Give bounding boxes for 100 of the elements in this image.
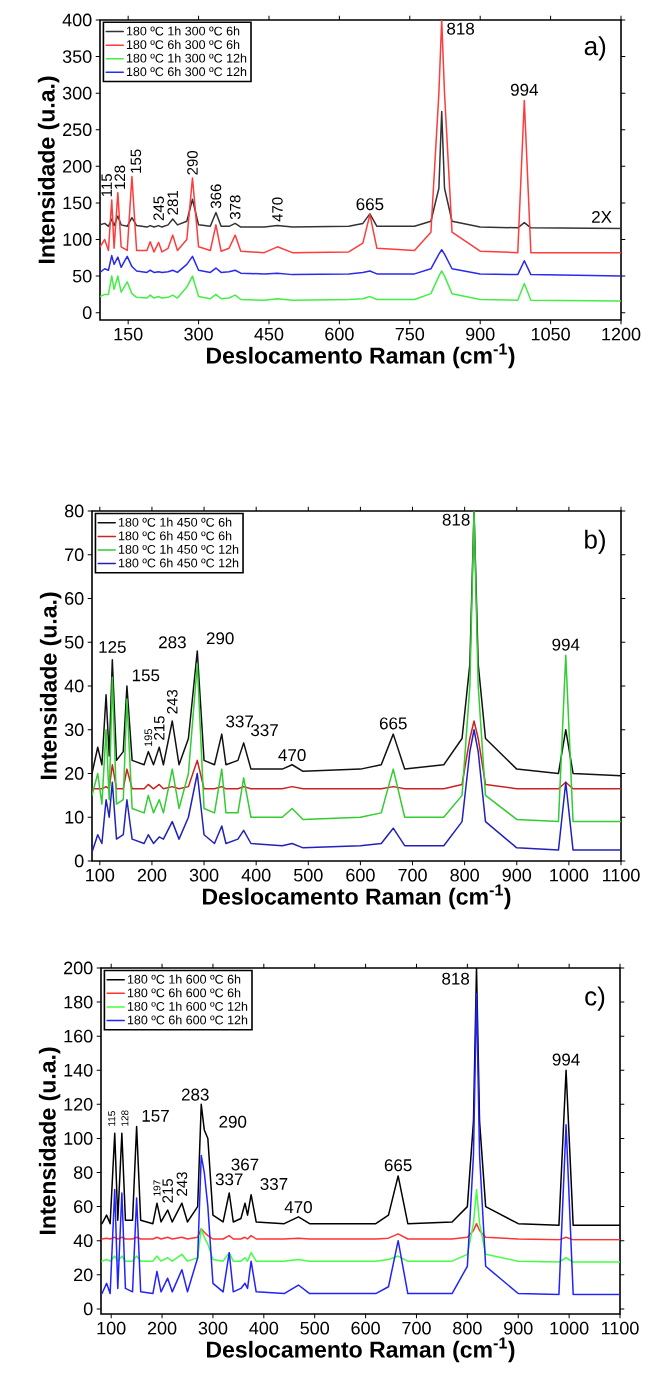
annotation: 283: [181, 1088, 209, 1101]
y-tick-label: 0: [82, 306, 92, 320]
x-axis-title: Deslocamento Raman (cm$^{-1}$): [203, 884, 511, 910]
x-tick-label: 600: [346, 868, 375, 882]
annotation: 470: [272, 197, 283, 222]
annotation: 994: [510, 83, 538, 96]
x-tick-label: 1000: [550, 1321, 589, 1335]
y-tick-label: 30: [64, 723, 84, 737]
x-tick-label: 900: [504, 1321, 533, 1335]
x-tick-label: 600: [351, 1321, 380, 1335]
annotation: 157: [142, 1109, 169, 1122]
y-tick-label: 80: [73, 1166, 93, 1179]
annotation: c): [585, 986, 605, 1011]
x-tick-label: 1000: [550, 868, 589, 882]
y-tick-label: 350: [62, 50, 92, 63]
annotation: 665: [384, 1159, 412, 1172]
annotation: 470: [284, 1201, 312, 1214]
x-tick-label: 1200: [602, 327, 641, 341]
annotation: 818: [442, 513, 470, 526]
y-tick-label: 60: [65, 592, 84, 605]
line-series: [100, 249, 621, 277]
legend-label: 180 ºC 1h 300 ºC 6h: [126, 26, 240, 36]
y-tick-label: 0: [83, 1302, 93, 1316]
x-tick-label: 200: [147, 1321, 177, 1335]
line-series: [100, 270, 621, 302]
y-axis-title: Intensidade (u.a.): [38, 1047, 61, 1235]
legend-label: 180 ºC 6h 450 ºC 12h: [118, 558, 239, 568]
y-tick-label: 180: [64, 995, 93, 1009]
line-series: [100, 110, 621, 230]
legend-label: 180 ºC 6h 600 ºC 6h: [127, 988, 241, 998]
x-tick-label: 900: [502, 868, 532, 882]
x-tick-label: 500: [294, 868, 323, 882]
annotation: 243: [176, 1172, 188, 1196]
x-tick-label: 600: [325, 327, 354, 341]
x-tick-label: 400: [241, 868, 271, 882]
x-tick-label: 700: [402, 1321, 431, 1335]
annotation: 665: [356, 198, 384, 211]
x-tick-label: 1050: [531, 327, 570, 341]
y-tick-label: 160: [64, 1029, 93, 1043]
annotation: 818: [442, 972, 470, 985]
annotation: 195: [144, 729, 153, 747]
y-tick-label: 40: [73, 1234, 93, 1248]
annotation: 2X: [592, 210, 612, 223]
annotation: 818: [447, 22, 475, 35]
y-tick-label: 200: [63, 159, 92, 173]
y-tick-label: 40: [64, 679, 84, 693]
annotation: 155: [130, 149, 142, 173]
annotation: 366: [210, 184, 222, 209]
x-tick-label: 900: [466, 327, 495, 341]
y-tick-label: 200: [64, 961, 93, 975]
legend-label: 180 ºC 6h 600 ºC 12h: [127, 1015, 248, 1025]
y-tick-label: 120: [64, 1097, 93, 1111]
y-tick-label: 50: [72, 269, 92, 283]
y-tick-label: 0: [74, 854, 84, 868]
y-axis-title: Intensidade (u.a.): [39, 592, 62, 780]
annotation: 155: [132, 669, 160, 682]
annotation: 115: [101, 174, 112, 197]
annotation: 245: [153, 196, 164, 221]
x-tick-label: 100: [97, 1321, 126, 1335]
annotation: 283: [159, 636, 186, 649]
annotation: 994: [552, 1053, 580, 1066]
y-tick-label: 20: [74, 1268, 93, 1282]
annotation: 128: [121, 1110, 129, 1126]
x-tick-label: 400: [249, 1321, 279, 1335]
y-tick-label: 100: [64, 1132, 93, 1145]
x-tick-label: 500: [300, 1321, 330, 1335]
y-tick-label: 60: [74, 1200, 93, 1213]
x-tick-label: 300: [189, 868, 219, 882]
line-series: [101, 1222, 620, 1241]
legend-label: 180 ºC 1h 600 ºC 6h: [127, 974, 241, 984]
annotation: 665: [379, 717, 407, 730]
y-tick-label: 70: [65, 548, 84, 562]
annotation: 994: [552, 638, 580, 651]
x-tick-label: 300: [198, 1321, 228, 1335]
x-tick-label: 750: [395, 327, 425, 341]
annotation: 125: [99, 641, 126, 654]
y-tick-label: 20: [65, 767, 84, 780]
annotation: 290: [187, 150, 198, 175]
annotation: 215: [162, 1178, 173, 1203]
annotation: 337: [260, 1177, 288, 1190]
x-tick-label: 1100: [603, 868, 640, 882]
annotation: 337: [251, 724, 278, 737]
y-tick-label: 300: [62, 86, 92, 100]
annotation: 115: [108, 1111, 116, 1126]
x-tick-label: 800: [453, 1321, 482, 1335]
x-tick-label: 300: [184, 327, 213, 341]
y-tick-label: 400: [62, 13, 92, 27]
x-tick-label: 200: [137, 868, 167, 882]
annotation: 337: [226, 715, 253, 728]
annotation: 367: [231, 1158, 259, 1171]
annotation: 128: [114, 165, 126, 189]
annotation: 470: [278, 749, 306, 762]
legend-label: 180 ºC 6h 300 ºC 12h: [126, 66, 247, 77]
legend-label: 180 ºC 1h 450 ºC 6h: [118, 517, 232, 527]
legend-label: 180 ºC 6h 450 ºC 6h: [118, 531, 232, 541]
annotation: 290: [219, 1115, 247, 1128]
x-tick-label: 700: [398, 868, 427, 882]
annotation: 215: [153, 716, 165, 740]
x-tick-label: 800: [450, 868, 479, 882]
y-tick-label: 150: [63, 196, 92, 210]
